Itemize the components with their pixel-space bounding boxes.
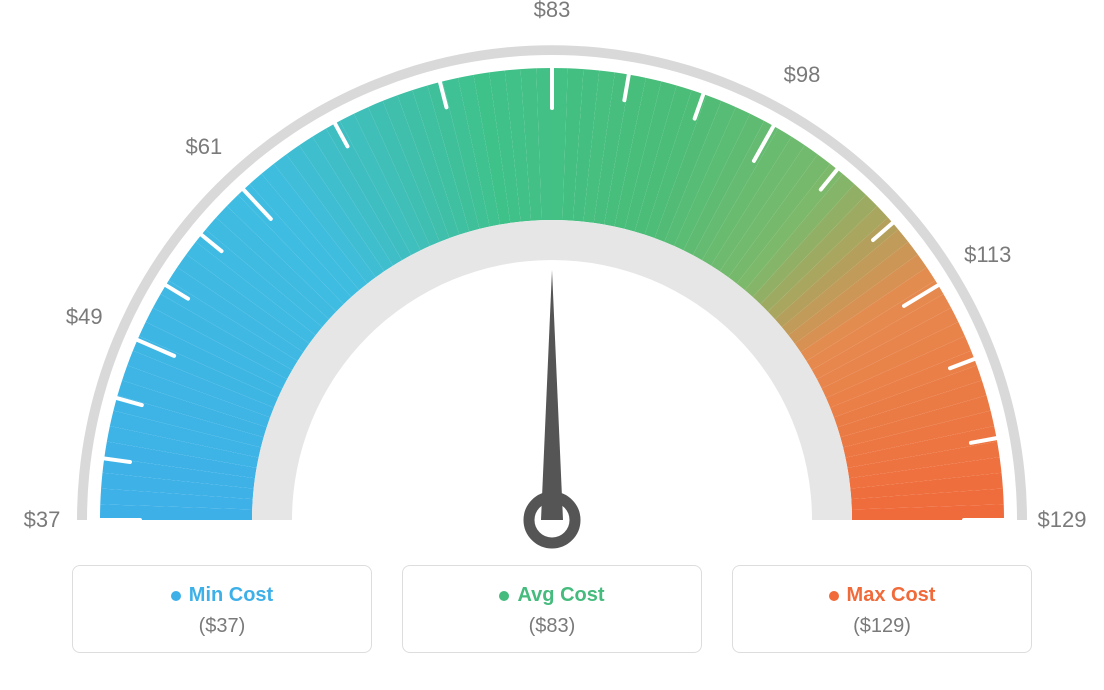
legend-card-min: Min Cost ($37) bbox=[72, 565, 372, 653]
legend-title-min: Min Cost bbox=[171, 584, 273, 607]
gauge-tick-label: $37 bbox=[24, 507, 61, 533]
legend-title-text: Max Cost bbox=[847, 584, 936, 607]
legend-value-min: ($37) bbox=[83, 615, 361, 638]
legend-card-avg: Avg Cost ($83) bbox=[402, 565, 702, 653]
gauge-tick-label: $98 bbox=[784, 62, 821, 88]
gauge-tick-label: $61 bbox=[186, 134, 223, 160]
legend-title-max: Max Cost bbox=[829, 584, 936, 607]
dot-icon bbox=[499, 591, 509, 601]
gauge-chart: $37 $49 $61 $83 $98 $113 $129 bbox=[0, 0, 1104, 560]
gauge-svg bbox=[0, 0, 1104, 560]
legend-value-avg: ($83) bbox=[413, 615, 691, 638]
legend-title-text: Min Cost bbox=[189, 584, 273, 607]
gauge-tick-label: $49 bbox=[66, 304, 103, 330]
legend-title-text: Avg Cost bbox=[517, 584, 604, 607]
legend-value-max: ($129) bbox=[743, 615, 1021, 638]
dot-icon bbox=[829, 591, 839, 601]
gauge-tick-label: $83 bbox=[534, 0, 571, 23]
legend-card-max: Max Cost ($129) bbox=[732, 565, 1032, 653]
legend: Min Cost ($37) Avg Cost ($83) Max Cost (… bbox=[0, 565, 1104, 653]
dot-icon bbox=[171, 591, 181, 601]
gauge-tick-label: $113 bbox=[964, 242, 1011, 268]
gauge-tick-label: $129 bbox=[1038, 507, 1087, 533]
legend-title-avg: Avg Cost bbox=[499, 584, 604, 607]
